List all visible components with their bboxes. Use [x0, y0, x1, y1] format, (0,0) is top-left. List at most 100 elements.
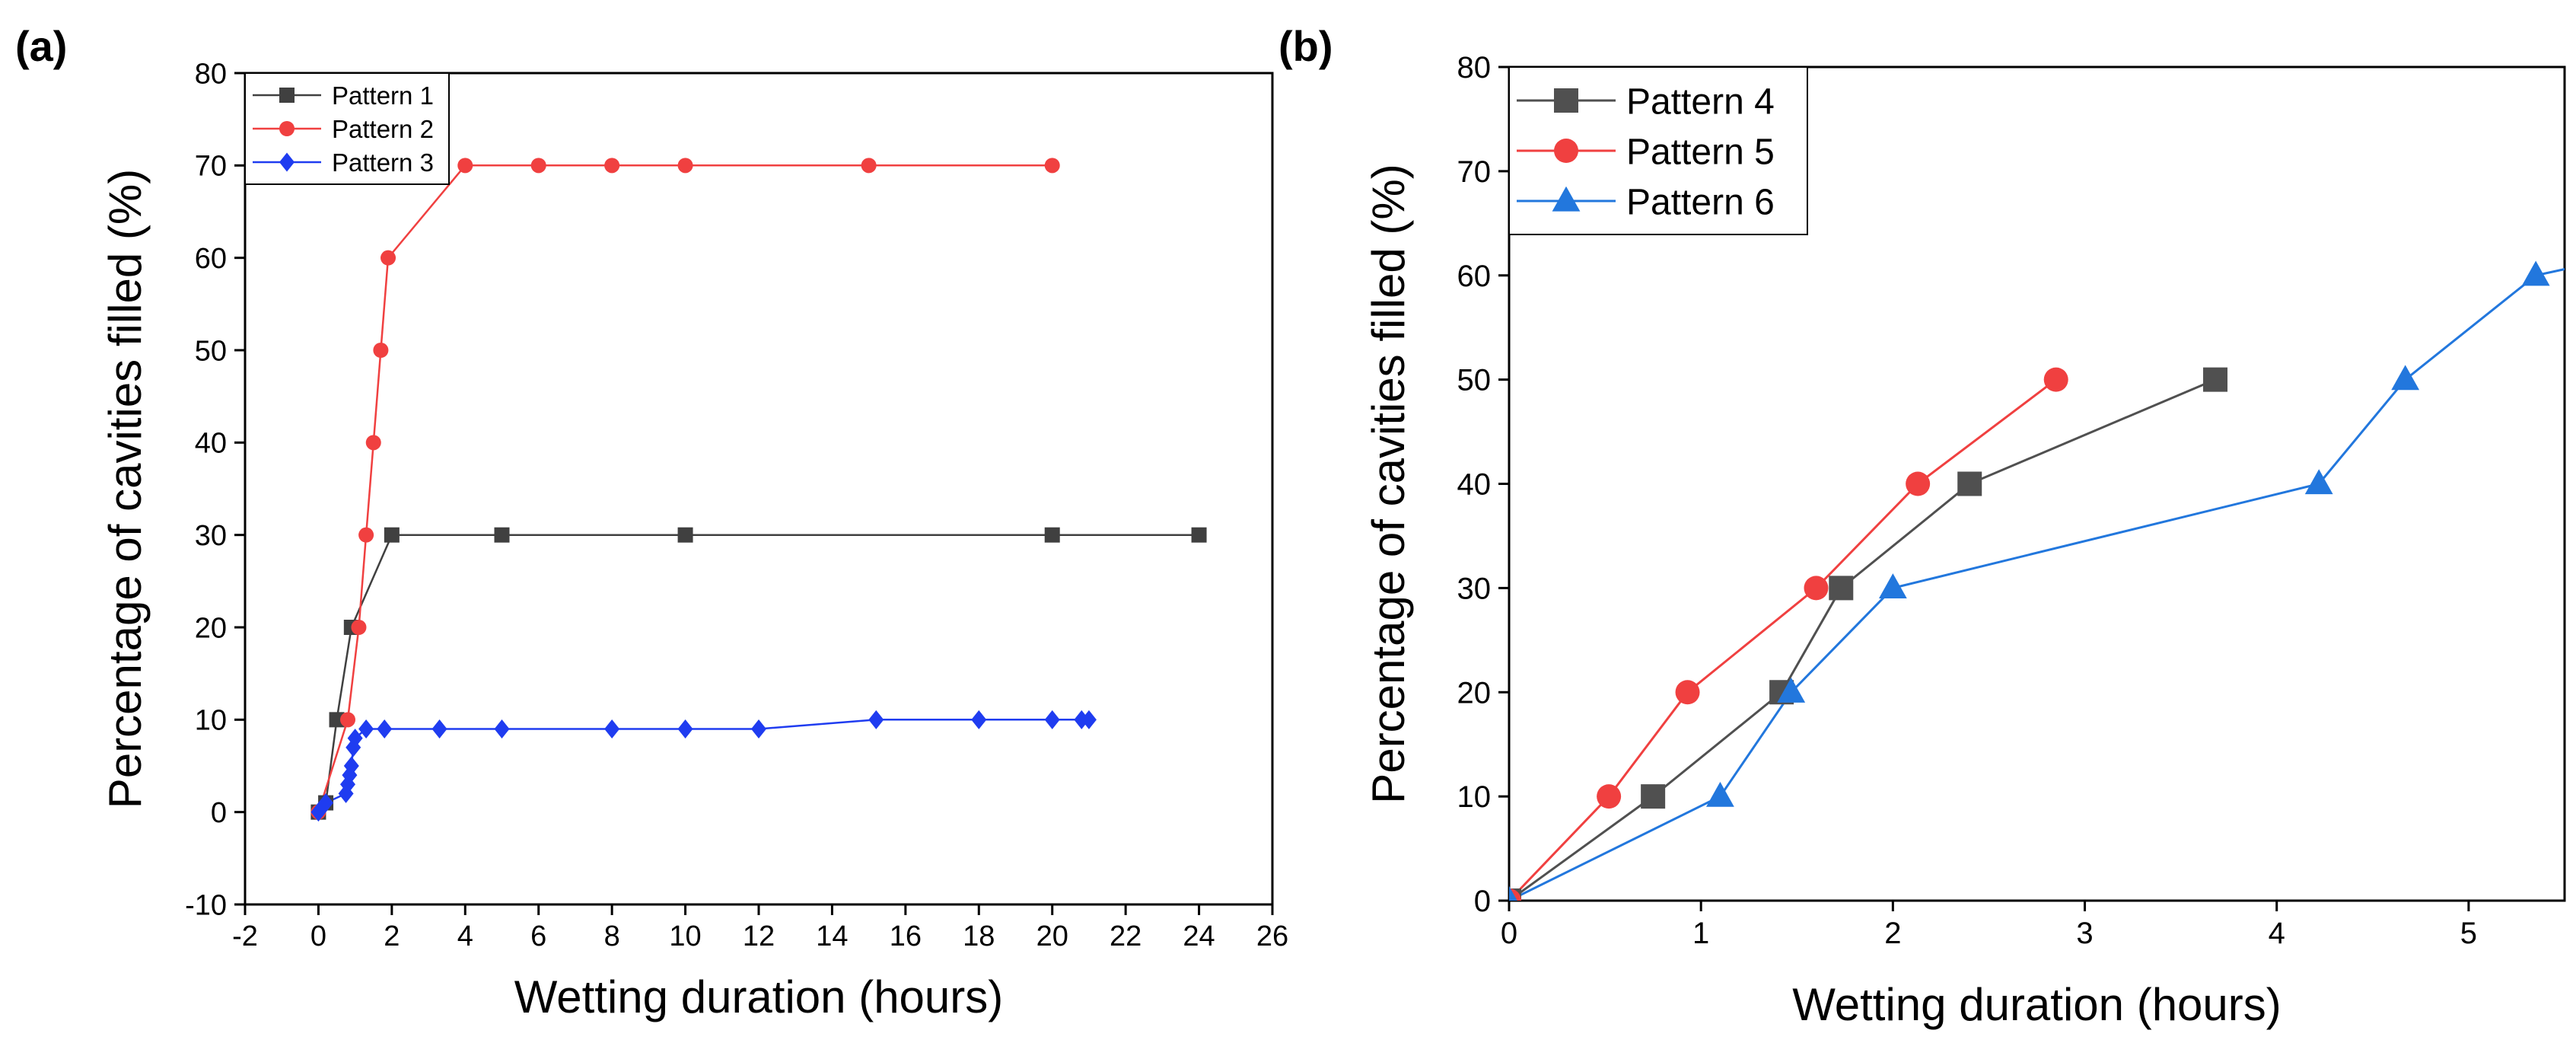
data-point-pattern-2 — [530, 158, 546, 174]
x-tick-label: 18 — [963, 920, 995, 952]
data-point-pattern-2 — [677, 158, 693, 174]
y-tick-label: 40 — [195, 428, 227, 460]
data-point-pattern-3 — [494, 719, 510, 738]
data-point-pattern-2 — [373, 343, 389, 358]
x-tick-label: 16 — [890, 920, 922, 952]
legend-label: Pattern 6 — [1626, 182, 1775, 222]
x-tick-label: 1 — [1692, 917, 1709, 950]
x-tick-label: -2 — [232, 920, 258, 952]
series-line-pattern-5 — [1509, 378, 2057, 901]
plot-frame — [244, 72, 1274, 906]
y-tick-label: 0 — [211, 797, 227, 829]
y-tick-label: 50 — [195, 335, 227, 367]
data-point-pattern-6 — [2304, 469, 2333, 495]
data-point-pattern-2 — [365, 435, 381, 451]
panel-label-a: (a) — [15, 22, 67, 70]
data-point-pattern-2 — [340, 712, 355, 728]
y-tick-label: 20 — [195, 612, 227, 644]
data-point-pattern-6 — [2391, 365, 2420, 391]
data-point-pattern-2 — [457, 158, 473, 174]
data-point-pattern-3 — [358, 719, 374, 738]
legend-marker — [279, 121, 295, 136]
data-point-pattern-1 — [384, 527, 400, 543]
data-point-pattern-1 — [677, 527, 693, 543]
data-point-pattern-4 — [1957, 471, 1982, 496]
x-tick-label: 5 — [2460, 917, 2477, 950]
panel-label-b: (b) — [1278, 22, 1333, 70]
x-tick-label: 12 — [743, 920, 775, 952]
legend-marker — [279, 88, 295, 103]
data-point-pattern-1 — [494, 527, 510, 543]
x-tick-label: 2 — [384, 920, 400, 952]
chart-panel-a: -2 0 2 4 6 8 10 12 14 16 18 20 22 24 26-10010203040506… — [100, 58, 1288, 1022]
y-tick-label: 0 — [1474, 885, 1491, 918]
y-axis-title: Percentage of cavities filled (%) — [1363, 164, 1414, 803]
x-tick-label: 0 — [310, 920, 326, 952]
data-point-pattern-3 — [318, 793, 334, 813]
y-tick-label: 80 — [195, 58, 227, 90]
legend-label: Pattern 5 — [1626, 132, 1775, 172]
x-tick-label: 24 — [1183, 920, 1215, 952]
data-point-pattern-4 — [1829, 576, 1854, 601]
data-point-pattern-6 — [1777, 678, 1806, 703]
x-tick-label: 0 — [1501, 917, 1517, 950]
y-tick-label: 10 — [1457, 780, 1492, 814]
y-tick-label: 60 — [195, 243, 227, 275]
data-point-pattern-3 — [971, 710, 987, 729]
x-tick-label: 3 — [2076, 917, 2093, 950]
data-point-pattern-5 — [1675, 680, 1700, 705]
data-point-pattern-3 — [377, 719, 393, 738]
data-point-pattern-2 — [381, 250, 396, 266]
legend-label: Pattern 1 — [332, 81, 434, 110]
x-axis-title: Wetting duration (hours) — [1792, 979, 2281, 1030]
x-tick-label: 26 — [1256, 920, 1288, 952]
data-point-pattern-1 — [1044, 527, 1060, 543]
data-point-pattern-5 — [1804, 576, 1829, 601]
data-point-pattern-4 — [2203, 367, 2228, 392]
legend: Pattern 1 Pattern 2 Pattern 3 — [244, 72, 450, 185]
series-line-pattern-1 — [317, 534, 1199, 813]
data-point-pattern-6 — [1509, 885, 1517, 901]
x-tick-label: 8 — [604, 920, 620, 952]
y-tick-label: 30 — [1457, 572, 1492, 605]
data-point-pattern-2 — [358, 527, 374, 543]
data-point-pattern-1 — [329, 712, 345, 728]
data-point-pattern-1 — [1191, 527, 1207, 543]
legend-marker — [1554, 139, 1578, 163]
y-tick-label: 70 — [1457, 155, 1492, 189]
y-tick-label: 80 — [1457, 51, 1492, 85]
data-point-pattern-6 — [2521, 260, 2550, 286]
data-point-pattern-6 — [2570, 250, 2576, 276]
series-line-pattern-3 — [317, 719, 1089, 813]
legend-label: Pattern 4 — [1626, 81, 1775, 122]
data-point-pattern-2 — [1044, 158, 1060, 174]
data-point-pattern-3 — [1081, 710, 1097, 729]
data-point-pattern-2 — [351, 620, 367, 635]
x-tick-label: 4 — [2269, 917, 2285, 950]
legend-label: Pattern 3 — [332, 148, 434, 177]
y-tick-label: 30 — [195, 520, 227, 552]
y-axis-title: Percentage of cavities filled (%) — [100, 169, 151, 809]
data-point-pattern-5 — [1597, 784, 1622, 809]
y-tick-label: -10 — [185, 889, 227, 921]
data-point-pattern-2 — [861, 158, 877, 174]
data-point-pattern-3 — [347, 729, 363, 748]
data-point-pattern-4 — [1641, 784, 1666, 809]
x-tick-label: 20 — [1036, 920, 1068, 952]
y-tick-label: 20 — [1457, 676, 1492, 710]
x-tick-label: 6 — [530, 920, 546, 952]
data-point-pattern-6 — [1878, 573, 1907, 598]
data-point-pattern-3 — [604, 719, 620, 738]
data-point-pattern-5 — [2043, 367, 2068, 392]
data-point-pattern-3 — [677, 719, 693, 738]
data-point-pattern-6 — [1706, 781, 1734, 807]
x-tick-label: 14 — [816, 920, 848, 952]
x-axis-title: Wetting duration (hours) — [514, 971, 1004, 1022]
x-tick-label: 22 — [1110, 920, 1142, 952]
legend-label: Pattern 2 — [332, 115, 434, 143]
data-point-pattern-3 — [868, 710, 884, 729]
series-line-pattern-6 — [1509, 268, 2565, 901]
y-tick-label: 60 — [1457, 260, 1492, 293]
